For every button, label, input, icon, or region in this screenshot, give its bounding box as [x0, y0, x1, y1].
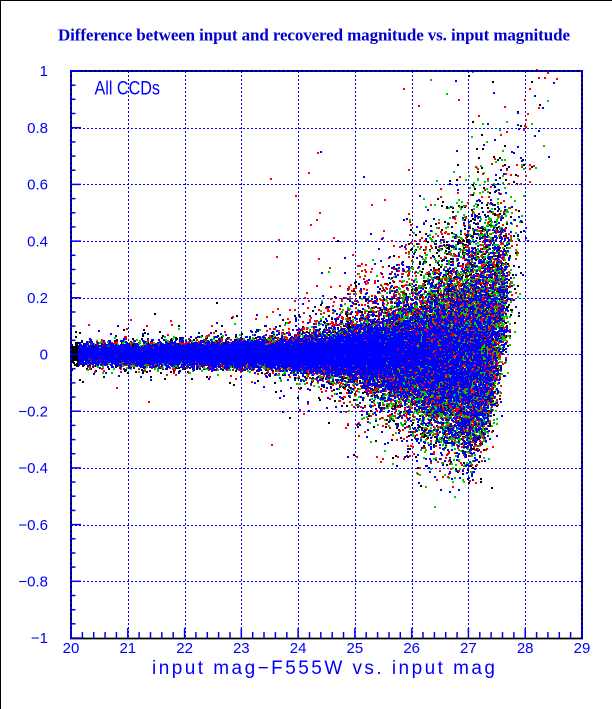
svg-text:−0.8: −0.8	[18, 574, 48, 591]
svg-text:Difference between input and r: Difference between input and recovered m…	[58, 25, 570, 44]
svg-text:0.4: 0.4	[27, 233, 48, 250]
svg-text:25: 25	[347, 640, 364, 657]
svg-text:20: 20	[63, 640, 80, 657]
svg-text:0: 0	[40, 347, 48, 364]
svg-text:−0.6: −0.6	[18, 517, 48, 534]
svg-text:input mag−F555W vs. input mag: input mag−F555W vs. input mag	[152, 658, 495, 679]
svg-text:21: 21	[119, 640, 136, 657]
svg-text:0.8: 0.8	[27, 120, 48, 137]
svg-text:26: 26	[403, 640, 420, 657]
svg-text:28: 28	[517, 640, 534, 657]
svg-text:0.6: 0.6	[27, 177, 48, 194]
svg-text:0.2: 0.2	[27, 290, 48, 307]
svg-text:1: 1	[40, 63, 48, 80]
svg-text:−1: −1	[31, 630, 48, 647]
svg-text:23: 23	[233, 640, 250, 657]
svg-text:29: 29	[574, 640, 591, 657]
svg-text:−0.2: −0.2	[18, 403, 48, 420]
svg-text:All CCDs: All CCDs	[95, 79, 161, 100]
svg-text:22: 22	[176, 640, 193, 657]
svg-text:27: 27	[460, 640, 477, 657]
svg-text:−0.4: −0.4	[18, 460, 48, 477]
svg-text:24: 24	[290, 640, 307, 657]
